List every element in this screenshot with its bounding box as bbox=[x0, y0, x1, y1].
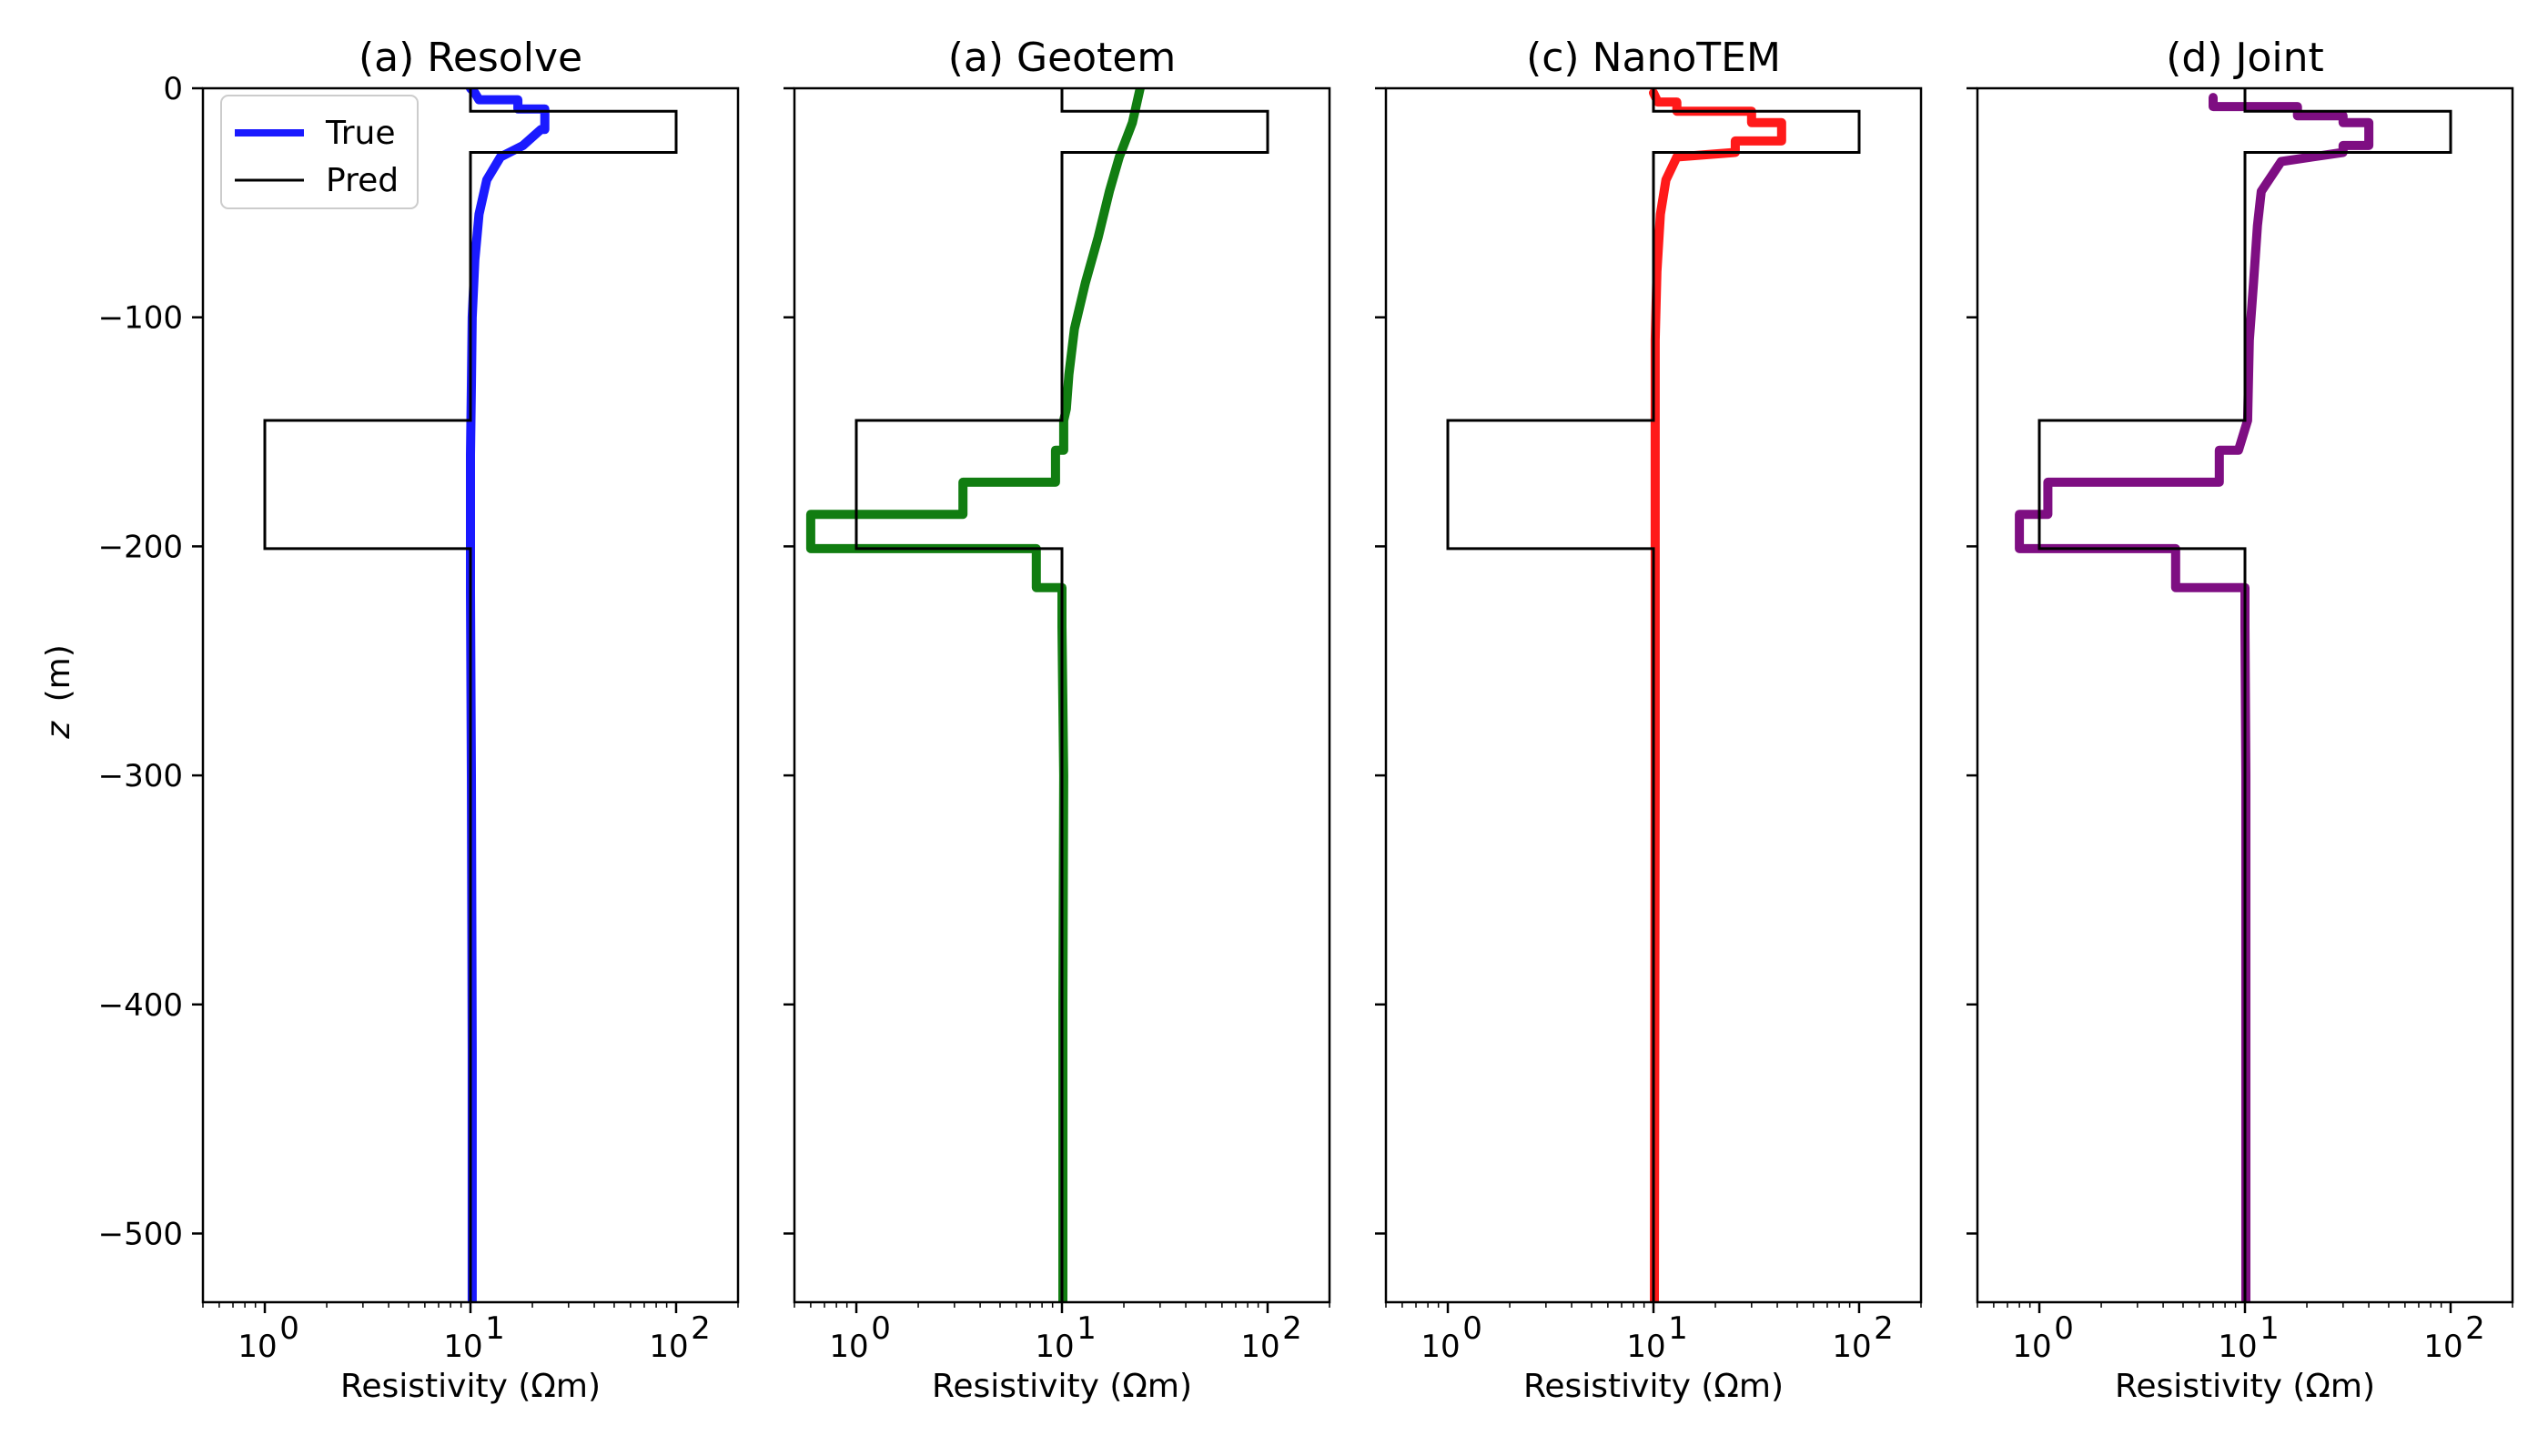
x-tick-label-a-geotem: 10 bbox=[1035, 1329, 1074, 1365]
y-tick-label: −100 bbox=[98, 300, 183, 337]
x-tick-label-c-nanotem: 10 bbox=[1421, 1329, 1460, 1365]
x-tick-exponent-a-geotem: 2 bbox=[1282, 1310, 1302, 1347]
x-tick-exponent-d-joint: 0 bbox=[2054, 1310, 2074, 1347]
panel-title-c-nanotem: (c) NanoTEM bbox=[1526, 35, 1781, 81]
legend-pred-label: Pred bbox=[326, 162, 399, 199]
x-tick-exponent-a-geotem: 0 bbox=[871, 1310, 891, 1347]
x-tick-exponent-d-joint: 2 bbox=[2465, 1310, 2485, 1347]
x-tick-label-d-joint: 10 bbox=[2012, 1329, 2051, 1365]
true-model-line-c-nanotem bbox=[1446, 88, 1861, 1302]
panel-title-a-geotem: (a) Geotem bbox=[948, 35, 1177, 81]
panel-title-d-joint: (d) Joint bbox=[2166, 35, 2324, 81]
predicted-line-c-nanotem bbox=[1649, 88, 1786, 1302]
legend-true-label: True bbox=[325, 115, 395, 152]
x-tick-label-c-nanotem: 10 bbox=[1832, 1329, 1871, 1365]
x-tick-exponent-a-geotem: 1 bbox=[1077, 1310, 1097, 1347]
x-tick-exponent-a-resolve: 0 bbox=[279, 1310, 299, 1347]
y-tick-label: −300 bbox=[98, 758, 183, 794]
x-tick-label-a-resolve: 10 bbox=[443, 1329, 482, 1365]
y-axis-label: z (m) bbox=[40, 644, 77, 740]
true-model-line-a-resolve bbox=[263, 88, 678, 1302]
y-axis-label-unit: (m) bbox=[40, 644, 77, 702]
true-model-line-d-joint bbox=[2037, 88, 2452, 1302]
true-model-line-a-geotem bbox=[854, 88, 1269, 1302]
x-tick-label-d-joint: 10 bbox=[2218, 1329, 2257, 1365]
x-tick-exponent-c-nanotem: 2 bbox=[1874, 1310, 1894, 1347]
predicted-line-a-resolve bbox=[466, 88, 550, 1302]
panel-title-a-resolve: (a) Resolve bbox=[359, 35, 582, 81]
y-tick-label: −400 bbox=[98, 987, 183, 1024]
x-axis-label-d-joint: Resistivity (Ωm) bbox=[2115, 1368, 2375, 1405]
predicted-line-d-joint bbox=[2015, 93, 2374, 1302]
y-tick-label: −500 bbox=[98, 1216, 183, 1252]
x-tick-label-a-geotem: 10 bbox=[1240, 1329, 1279, 1365]
predicted-line-a-geotem bbox=[805, 88, 1145, 1302]
x-axis-label-a-resolve: Resistivity (Ωm) bbox=[340, 1368, 601, 1405]
y-tick-label: 0 bbox=[163, 71, 183, 107]
x-axis-label-a-geotem: Resistivity (Ωm) bbox=[932, 1368, 1192, 1405]
x-tick-exponent-c-nanotem: 1 bbox=[1668, 1310, 1688, 1347]
x-tick-exponent-a-resolve: 1 bbox=[485, 1310, 505, 1347]
x-tick-label-a-resolve: 10 bbox=[238, 1329, 277, 1365]
x-tick-label-a-geotem: 10 bbox=[829, 1329, 868, 1365]
x-tick-label-d-joint: 10 bbox=[2423, 1329, 2462, 1365]
x-tick-label-c-nanotem: 10 bbox=[1626, 1329, 1665, 1365]
y-tick-label: −200 bbox=[98, 529, 183, 565]
x-tick-label-a-resolve: 10 bbox=[649, 1329, 688, 1365]
x-tick-exponent-d-joint: 1 bbox=[2260, 1310, 2280, 1347]
x-axis-label-c-nanotem: Resistivity (Ωm) bbox=[1523, 1368, 1784, 1405]
x-tick-exponent-c-nanotem: 0 bbox=[1462, 1310, 1482, 1347]
legend: True Pred bbox=[220, 95, 419, 209]
y-axis-label-var: z bbox=[40, 721, 77, 740]
x-tick-exponent-a-resolve: 2 bbox=[691, 1310, 711, 1347]
